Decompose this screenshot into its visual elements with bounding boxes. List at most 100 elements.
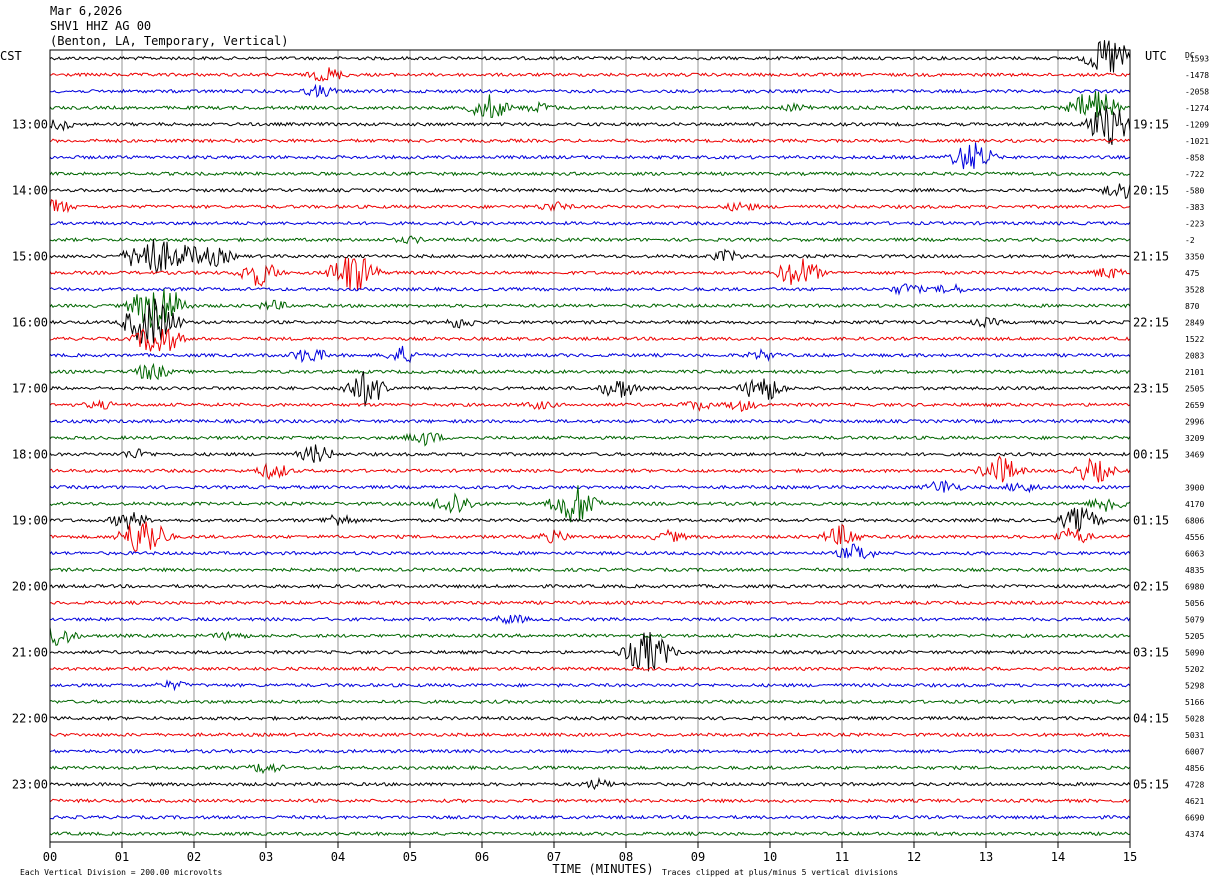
dc-offset-label: 5090 [1185, 648, 1204, 657]
dc-offset-label: 2659 [1185, 401, 1204, 410]
trace-row-23 [49, 432, 1131, 447]
trace-row-22 [49, 418, 1131, 424]
x-tick-label: 10 [763, 850, 777, 864]
dc-offset-label: 3528 [1185, 285, 1204, 294]
dc-offset-label: 1522 [1185, 335, 1204, 344]
trace-row-10 [49, 220, 1131, 226]
left-hour-label: 23:00 [12, 777, 48, 791]
x-tick-label: 06 [475, 850, 489, 864]
dc-offset-label: 475 [1185, 269, 1200, 278]
dc-offset-label: 3209 [1185, 434, 1204, 443]
left-hour-label: 17:00 [12, 381, 48, 395]
trace-row-43 [49, 762, 1131, 775]
right-hour-label: 01:15 [1133, 513, 1169, 527]
dc-offset-label: -2058 [1185, 87, 1209, 96]
dc-offset-label: -2 [1185, 236, 1195, 245]
trace-row-7 [49, 171, 1131, 177]
trace-row-37 [49, 666, 1131, 672]
trace-row-12 [49, 239, 1131, 274]
dc-offset-label: -858 [1185, 153, 1204, 162]
left-hour-label: 13:00 [12, 117, 48, 131]
x-tick-label: 07 [547, 850, 561, 864]
dc-offset-label: 6063 [1185, 549, 1204, 558]
right-hour-label: 22:15 [1133, 315, 1169, 329]
clip-note: Traces clipped at plus/minus 5 vertical … [662, 868, 898, 877]
dc-offset-label: -1274 [1185, 104, 1209, 113]
dc-offset-label: 6806 [1185, 516, 1204, 525]
dc-offset-label: 6690 [1185, 813, 1204, 822]
dc-offset-label: -223 [1185, 219, 1204, 228]
x-tick-label: 01 [115, 850, 129, 864]
dc-offset-label: -580 [1185, 186, 1204, 195]
trace-row-28 [49, 507, 1131, 532]
dc-offset-label: 3900 [1185, 483, 1204, 492]
trace-row-21 [49, 399, 1131, 413]
dc-offset-label: 2083 [1185, 351, 1204, 360]
plot-frame [49, 49, 1131, 843]
left-hour-label: 18:00 [12, 447, 48, 461]
dc-offset-label: -1593 [1185, 54, 1209, 63]
left-timezone-label: CST [0, 49, 22, 63]
trace-row-5 [49, 138, 1131, 144]
trace-row-2 [49, 83, 1131, 98]
trace-row-1 [49, 67, 1131, 82]
dc-offset-label: 4835 [1185, 566, 1204, 575]
right-hour-label: 19:15 [1133, 117, 1169, 131]
trace-row-4 [49, 105, 1131, 146]
trace-row-35 [49, 627, 1131, 646]
trace-row-38 [49, 679, 1131, 692]
right-hour-label: 00:15 [1133, 447, 1169, 461]
trace-row-34 [49, 614, 1131, 625]
x-tick-label: 12 [907, 850, 921, 864]
x-tick-label: 03 [259, 850, 273, 864]
x-axis-label: TIME (MINUTES) [552, 862, 653, 876]
trace-row-3 [49, 91, 1131, 118]
right-hour-label: 03:15 [1133, 645, 1169, 659]
trace-row-17 [49, 328, 1131, 352]
x-tick-label: 05 [403, 850, 417, 864]
x-tick-label: 02 [187, 850, 201, 864]
dc-offset-label: 2505 [1185, 384, 1204, 393]
dc-header-label: DC [1185, 51, 1195, 60]
dc-offset-label: -722 [1185, 170, 1204, 179]
trace-row-44 [49, 776, 1131, 791]
trace-row-25 [49, 455, 1131, 483]
right-hour-label: 05:15 [1133, 777, 1169, 791]
trace-row-16 [49, 298, 1131, 344]
dc-offset-label: 2849 [1185, 318, 1204, 327]
dc-offset-label: -1209 [1185, 120, 1209, 129]
trace-row-6 [49, 142, 1131, 170]
dc-offset-label: -383 [1185, 203, 1204, 212]
trace-row-39 [49, 699, 1131, 705]
trace-row-41 [49, 732, 1131, 738]
trace-row-13 [49, 257, 1131, 291]
trace-row-33 [50, 600, 1131, 606]
trace-row-42 [49, 748, 1131, 754]
trace-row-40 [49, 715, 1131, 721]
trace-row-9 [49, 198, 1131, 214]
dc-offset-label: 2996 [1185, 417, 1204, 426]
dc-offset-label: 2101 [1185, 368, 1204, 377]
left-hour-label: 16:00 [12, 315, 48, 329]
trace-row-8 [49, 183, 1131, 200]
header-station: SHV1 HHZ AG 00 [50, 19, 152, 33]
dc-offset-label: 4556 [1185, 533, 1204, 542]
trace-row-0 [49, 40, 1131, 73]
dc-offset-label: -1021 [1185, 137, 1209, 146]
trace-row-14 [49, 282, 1131, 296]
dc-offset-label: 5205 [1185, 632, 1204, 641]
dc-offset-label: 870 [1185, 302, 1200, 311]
trace-row-36 [49, 632, 1131, 672]
dc-offset-label: 5079 [1185, 615, 1204, 624]
dc-offset-label: 5166 [1185, 698, 1204, 707]
trace-row-30 [49, 543, 1131, 560]
trace-row-47 [49, 831, 1131, 837]
right-hour-label: 02:15 [1133, 579, 1169, 593]
trace-row-11 [49, 235, 1131, 245]
dc-offset-label: 5298 [1185, 681, 1204, 690]
x-tick-label: 04 [331, 850, 345, 864]
header-location: (Benton, LA, Temporary, Vertical) [50, 34, 289, 48]
right-timezone-label: UTC [1145, 49, 1167, 63]
